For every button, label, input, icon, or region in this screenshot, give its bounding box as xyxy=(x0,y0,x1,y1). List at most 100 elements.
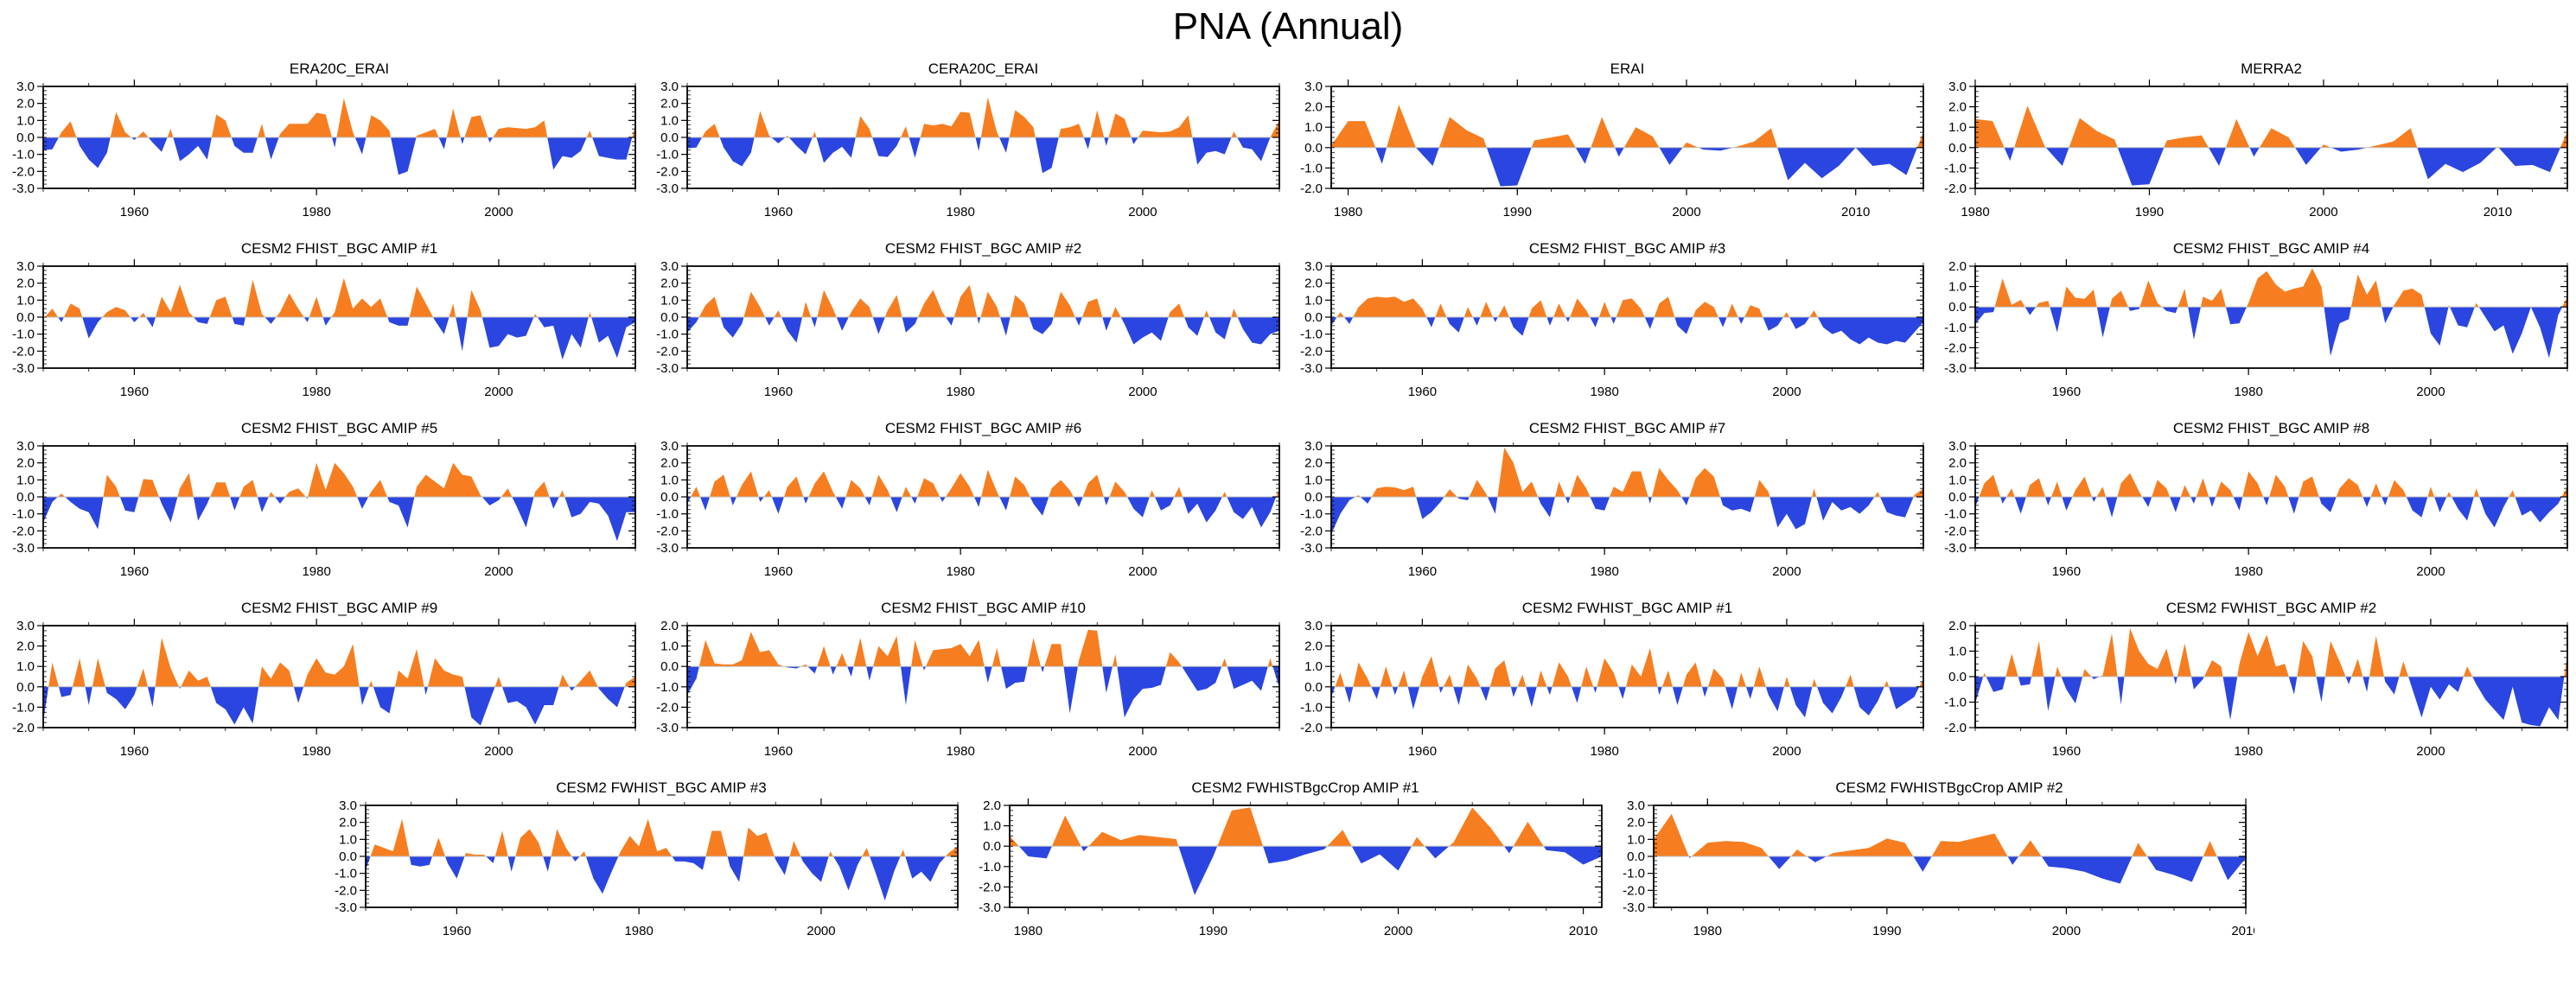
y-tick-label: 3.0 xyxy=(16,439,35,454)
y-tick-label: -1.0 xyxy=(1300,700,1323,715)
chart-panel: CESM2 FHIST_BGC AMIP #5 -3.0 -2.0 -1.0 0.0 1.… xyxy=(0,410,644,589)
y-tick-label: 3.0 xyxy=(1304,619,1323,633)
y-tick-label: 0.0 xyxy=(660,130,679,145)
axis-ticks xyxy=(1325,439,1924,555)
chart-panel: CESM2 FWHIST_BGC AMIP #2 -2.0 -1.0 0.0 1.0 2.… xyxy=(1932,589,2576,769)
y-tick-label: -2.0 xyxy=(1300,721,1323,735)
y-tick-label: 1.0 xyxy=(1304,473,1323,487)
time-series-plot: -3.0 -2.0 -1.0 0.0 1.0 2.0 3.0 1960 1980 2000 xyxy=(656,80,1280,219)
x-tick-label: 1980 xyxy=(2234,564,2262,579)
y-tick-label: 1.0 xyxy=(16,473,35,487)
x-tick-label: 1960 xyxy=(442,924,470,938)
negative-fill xyxy=(43,317,635,360)
plot-frame xyxy=(1652,805,2247,908)
negative-fill xyxy=(1331,497,1923,535)
x-tick-label: 2000 xyxy=(2416,385,2445,399)
y-tick-label: -2.0 xyxy=(1944,340,1967,355)
panel-title: CESM2 FHIST_BGC AMIP #6 xyxy=(884,420,1082,436)
y-tick-label: 0.0 xyxy=(1304,680,1323,695)
y-tick-label: 2.0 xyxy=(16,456,35,471)
y-tick-label: -3.0 xyxy=(335,900,357,915)
negative-fill xyxy=(1975,677,2567,727)
y-tick-label: 2.0 xyxy=(16,277,35,291)
y-tick-label: -2.0 xyxy=(1623,883,1645,898)
negative-fill xyxy=(1975,307,2563,359)
x-tick-label: 2000 xyxy=(484,205,513,219)
time-series-plot: -3.0 -2.0 -1.0 0.0 1.0 2.0 3.0 1960 1980 2000 xyxy=(335,798,959,938)
y-tick-label: 0.0 xyxy=(16,130,35,145)
y-tick-label: -1.0 xyxy=(12,700,35,715)
y-tick-label: 0.0 xyxy=(983,839,1001,854)
y-tick-label: -1.0 xyxy=(335,867,357,881)
x-tick-label: 2010 xyxy=(2231,924,2254,938)
chart-panel: CESM2 FWHISTBgcCrop AMIP #1 -3.0 -2.0 -1.0 0… xyxy=(966,769,1610,949)
y-tick-label: 1.0 xyxy=(16,293,35,308)
y-tick-label: -1.0 xyxy=(1944,161,1967,175)
x-tick-label: 2000 xyxy=(2051,924,2080,938)
y-tick-label: 2.0 xyxy=(1948,100,1967,115)
negative-fill xyxy=(43,497,635,542)
y-tick-label: 1.0 xyxy=(660,639,679,654)
y-tick-label: 3.0 xyxy=(660,80,679,94)
y-tick-label: 2.0 xyxy=(1948,456,1967,471)
plot-frame xyxy=(1330,625,1924,728)
y-tick-label: 0.0 xyxy=(1304,310,1323,325)
x-tick-label: 2000 xyxy=(1772,744,1801,759)
y-tick-label: 1.0 xyxy=(660,293,679,308)
positive-fill xyxy=(1331,447,1923,497)
y-tick-label: 1.0 xyxy=(339,832,357,847)
plot-frame xyxy=(364,805,959,908)
x-tick-label: 1980 xyxy=(624,924,653,938)
y-tick-label: -3.0 xyxy=(656,361,679,376)
y-tick-label: 3.0 xyxy=(16,619,35,633)
y-tick-label: -1.0 xyxy=(656,148,679,162)
x-tick-label: 2000 xyxy=(484,564,513,579)
negative-fill xyxy=(1331,686,1920,718)
positive-fill xyxy=(1653,813,2246,856)
x-tick-label: 1980 xyxy=(946,564,974,579)
y-tick-label: 0.0 xyxy=(660,490,679,505)
plot-frame xyxy=(42,265,636,369)
y-tick-label: 3.0 xyxy=(1627,798,1645,813)
y-tick-label: 2.0 xyxy=(1948,259,1967,274)
time-series-plot: -3.0 -2.0 -1.0 0.0 1.0 2.0 3.0 1960 1980 2000 xyxy=(1300,259,1924,399)
x-tick-label: 1960 xyxy=(2052,564,2081,579)
chart-panel: CESM2 FWHISTBgcCrop AMIP #2 -3.0 -2.0 -1.0 0… xyxy=(1610,769,2254,949)
chart-panel: CESM2 FHIST_BGC AMIP #3 -3.0 -2.0 -1.0 0.0 1.… xyxy=(1288,230,1932,410)
plot-frame xyxy=(1974,86,2568,189)
x-tick-label: 1960 xyxy=(764,205,793,219)
positive-fill xyxy=(1975,471,2567,497)
y-tick-label: 3.0 xyxy=(16,80,35,94)
y-tick-label: 1.0 xyxy=(1948,120,1967,135)
y-tick-label: -1.0 xyxy=(12,328,35,342)
time-series-plot: -3.0 -2.0 -1.0 0.0 1.0 2.0 3.0 1960 1980 2000 xyxy=(656,259,1280,399)
figure-title: PNA (Annual) xyxy=(1172,5,1404,48)
y-tick-label: -3.0 xyxy=(656,721,679,735)
y-tick-label: -3.0 xyxy=(1300,541,1323,556)
panel-title: CESM2 FWHIST_BGC AMIP #3 xyxy=(556,779,767,796)
x-tick-label: 1990 xyxy=(2135,205,2164,219)
positive-fill xyxy=(1331,647,1923,687)
y-tick-label: 0.0 xyxy=(660,659,679,674)
y-tick-label: -3.0 xyxy=(1623,900,1645,915)
y-tick-label: -3.0 xyxy=(12,181,35,196)
y-tick-label: -1.0 xyxy=(656,507,679,522)
y-tick-label: 1.0 xyxy=(1304,293,1323,308)
time-series-plot: -3.0 -2.0 -1.0 0.0 1.0 2.0 3.0 1960 1980 2000 xyxy=(1944,439,2568,579)
y-tick-label: 1.0 xyxy=(660,113,679,128)
y-tick-label: 0.0 xyxy=(1304,141,1323,156)
panel-title: CESM2 FHIST_BGC AMIP #5 xyxy=(240,420,438,436)
panel-title: CESM2 FWHIST_BGC AMIP #2 xyxy=(2165,600,2377,616)
negative-fill xyxy=(1018,846,1602,895)
positive-fill xyxy=(1975,627,2567,677)
x-tick-label: 1960 xyxy=(1408,385,1437,399)
y-tick-label: 1.0 xyxy=(16,659,35,674)
negative-fill xyxy=(687,497,1279,528)
negative-fill xyxy=(687,666,1279,718)
x-tick-label: 2000 xyxy=(1672,205,1700,219)
chart-panel: CESM2 FWHIST_BGC AMIP #3 -3.0 -2.0 -1.0 0.0 1… xyxy=(322,769,966,949)
y-tick-label: 2.0 xyxy=(983,798,1001,813)
x-tick-label: 1960 xyxy=(120,744,149,759)
negative-fill xyxy=(2004,147,2560,186)
panel-title: CESM2 FHIST_BGC AMIP #3 xyxy=(1528,240,1726,257)
